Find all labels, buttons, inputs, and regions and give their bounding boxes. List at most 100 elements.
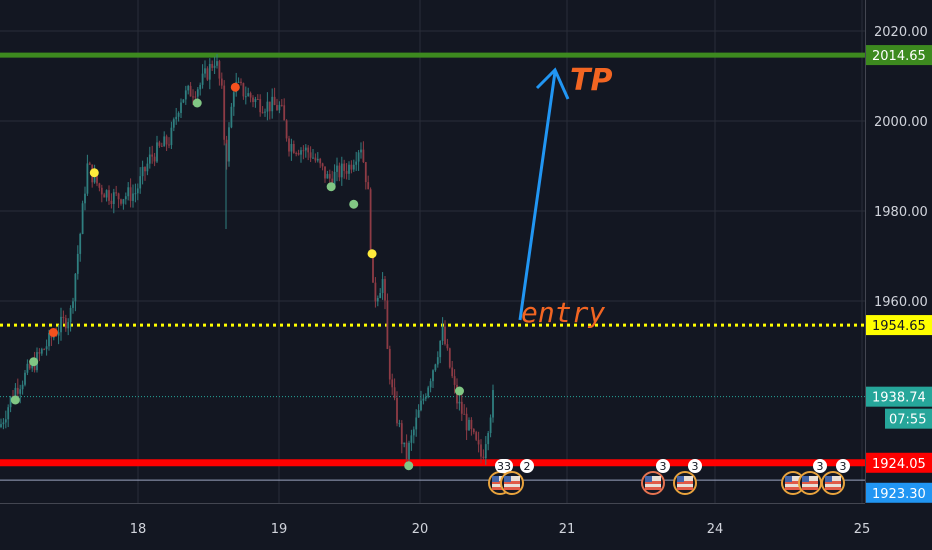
candle-body bbox=[484, 444, 487, 459]
candle-body bbox=[122, 199, 125, 204]
candle-body bbox=[432, 370, 434, 382]
x-tick-label: 19 bbox=[271, 522, 288, 537]
candle-body bbox=[350, 164, 353, 170]
y-tick-label: 2020.00 bbox=[874, 25, 928, 40]
candle-body bbox=[175, 116, 178, 120]
candle-body bbox=[148, 154, 151, 164]
candle-body bbox=[134, 193, 137, 195]
candle-body bbox=[412, 429, 415, 436]
candle-body bbox=[7, 407, 10, 420]
candle-body bbox=[372, 252, 374, 283]
x-tick-label: 20 bbox=[412, 522, 429, 537]
candle-body bbox=[482, 456, 485, 459]
price-tags: 2014.65 1954.65 1938.74 1924.05 1923.30 07:55 bbox=[866, 45, 932, 503]
candle-body bbox=[163, 136, 166, 147]
time-axis[interactable] bbox=[0, 503, 932, 550]
candle-body bbox=[237, 81, 240, 83]
candle-body bbox=[348, 164, 350, 174]
candle-body bbox=[117, 193, 120, 200]
candle-body bbox=[220, 78, 223, 86]
candle-body bbox=[81, 203, 84, 234]
candle-body bbox=[489, 417, 492, 434]
event-flag-icon[interactable] bbox=[781, 471, 805, 495]
price-tag bbox=[866, 482, 932, 503]
candle-body bbox=[48, 332, 50, 347]
y-tick-label: 1960.00 bbox=[874, 295, 928, 310]
candle-body bbox=[57, 332, 60, 336]
candle-body bbox=[43, 349, 46, 351]
event-flag-icon[interactable]: 2 bbox=[500, 459, 534, 495]
candle-body bbox=[336, 165, 338, 172]
signal-dot bbox=[349, 199, 359, 209]
candle-body bbox=[391, 379, 394, 388]
candle-body bbox=[208, 63, 211, 80]
candle-body bbox=[259, 99, 262, 113]
candle-body bbox=[108, 190, 110, 201]
candle-body bbox=[345, 170, 348, 174]
candle-body bbox=[475, 432, 478, 440]
entry-label[interactable]: entry bbox=[521, 296, 605, 329]
candle-body bbox=[492, 390, 494, 418]
event-count: 3 bbox=[660, 460, 667, 473]
candle-body bbox=[436, 357, 439, 365]
candle-body bbox=[206, 68, 209, 80]
candle-body bbox=[4, 419, 7, 423]
signal-dot bbox=[404, 461, 414, 471]
candle-body bbox=[468, 419, 470, 431]
candle-body bbox=[271, 96, 274, 112]
candle-body bbox=[187, 85, 190, 91]
candle-body bbox=[388, 348, 391, 380]
candle-body bbox=[69, 307, 72, 323]
candle-body bbox=[21, 384, 24, 390]
candle-body bbox=[96, 173, 98, 184]
candle-body bbox=[458, 401, 461, 404]
candle-body bbox=[98, 183, 101, 188]
signal-dot bbox=[89, 168, 99, 178]
candle-body bbox=[367, 182, 370, 190]
price-tag-label: 1938.74 bbox=[872, 391, 926, 406]
candle-body bbox=[453, 376, 456, 385]
signal-dot bbox=[10, 395, 20, 405]
candle-body bbox=[470, 419, 473, 430]
economic-events[interactable]: 33 2 3 3 3 3 bbox=[488, 459, 850, 495]
candle-body bbox=[0, 424, 2, 427]
event-flag-icon[interactable]: 3 bbox=[673, 459, 702, 495]
candle-body bbox=[120, 199, 122, 204]
candle-body bbox=[276, 105, 278, 111]
signal-dots bbox=[10, 82, 464, 471]
candle-body bbox=[379, 292, 382, 298]
event-count: 3 bbox=[840, 460, 847, 473]
candle-body bbox=[218, 61, 221, 79]
signal-dot bbox=[367, 249, 377, 259]
x-axis-labels: 18 19 20 21 24 25 bbox=[130, 522, 871, 537]
candle-body bbox=[331, 178, 334, 186]
candle-body bbox=[228, 127, 230, 162]
candle-body bbox=[487, 433, 490, 445]
horizontal-lines bbox=[0, 52, 865, 481]
candle-body bbox=[182, 99, 185, 103]
event-flag-icon[interactable]: 3 bbox=[821, 459, 850, 495]
candle-body bbox=[304, 147, 307, 151]
price-tag-label: 2014.65 bbox=[872, 49, 926, 64]
event-flag-icon[interactable]: 3 bbox=[798, 459, 827, 495]
candle-body bbox=[127, 187, 130, 197]
candle-body bbox=[244, 96, 247, 98]
candle-body bbox=[79, 233, 82, 254]
tp-label[interactable]: TP bbox=[570, 63, 612, 98]
candle-body bbox=[261, 112, 264, 114]
candle-body bbox=[434, 364, 437, 371]
annotations[interactable]: TP entry bbox=[518, 63, 612, 329]
candle-body bbox=[196, 89, 199, 97]
candle-body bbox=[264, 111, 266, 113]
signal-dot bbox=[230, 82, 240, 92]
candle-body bbox=[24, 372, 26, 385]
event-flag-icon[interactable]: 3 bbox=[641, 459, 670, 495]
x-tick-label: 24 bbox=[707, 522, 724, 537]
arrow-icon[interactable] bbox=[518, 67, 570, 321]
candle-body bbox=[292, 143, 295, 153]
candle-body bbox=[160, 145, 163, 147]
candle-body bbox=[232, 92, 235, 107]
candle-body bbox=[16, 387, 19, 394]
candle-body bbox=[211, 63, 214, 68]
